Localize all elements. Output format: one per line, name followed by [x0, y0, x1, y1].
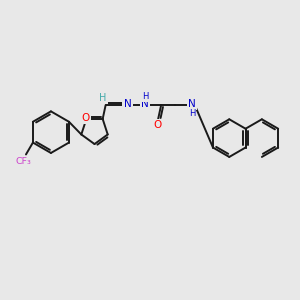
Text: O: O: [153, 120, 161, 130]
Text: N: N: [124, 99, 131, 109]
Text: N: N: [141, 99, 149, 109]
Text: O: O: [81, 113, 89, 123]
Text: H: H: [142, 92, 148, 101]
Text: H: H: [189, 109, 195, 118]
Text: N: N: [188, 99, 196, 109]
Text: H: H: [99, 93, 106, 103]
Text: CF₃: CF₃: [15, 157, 31, 166]
